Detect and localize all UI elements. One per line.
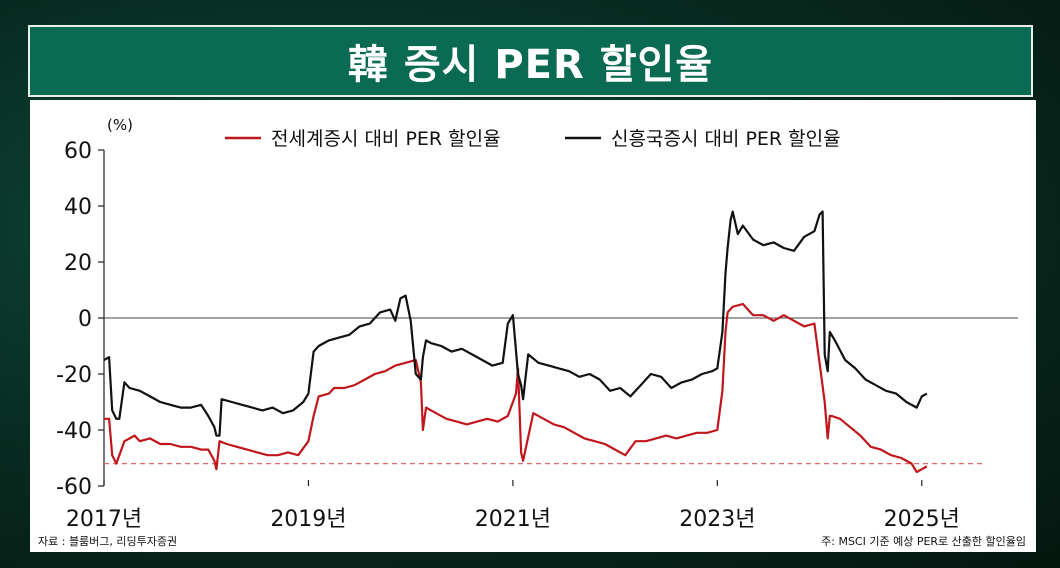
y-unit-label: (%) <box>107 116 133 134</box>
page-title: 韓 증시 PER 할인율 <box>347 42 714 88</box>
x-tick-label: 2023년 <box>679 507 755 532</box>
y-tick-label: -40 <box>56 419 92 444</box>
chart: 60 40 20 0 -20 -40 -60 (%) 2017년 2019년 2021년 2023년 2… <box>56 116 1018 532</box>
method-note: 주: MSCI 기준 예상 PER로 산출한 할인율임 <box>821 535 1026 548</box>
y-tick-label: -60 <box>56 475 92 500</box>
x-tick-label: 2021년 <box>475 507 551 532</box>
legend-world-label: 전세계증시 대비 PER 할인율 <box>271 128 501 150</box>
y-tick-label: 60 <box>64 139 92 164</box>
legend-em-label: 신흥국증시 대비 PER 할인율 <box>611 128 841 150</box>
source-note: 자료 : 블룸버그, 리딩투자증권 <box>38 535 178 548</box>
y-tick-label: 0 <box>78 307 92 332</box>
x-tick-label: 2017년 <box>66 507 142 532</box>
x-tick-label: 2025년 <box>884 507 960 532</box>
series-line-world <box>104 302 928 474</box>
chart-panel: 60 40 20 0 -20 -40 -60 (%) 2017년 2019년 2021년 2023년 2… <box>30 100 1036 552</box>
series-line-em <box>103 210 928 437</box>
x-tick-label: 2019년 <box>270 507 346 532</box>
y-tick-label: -20 <box>56 363 92 388</box>
title-banner: 韓 증시 PER 할인율 <box>28 25 1033 97</box>
y-tick-label: 20 <box>64 251 92 276</box>
y-tick-label: 40 <box>64 195 92 220</box>
